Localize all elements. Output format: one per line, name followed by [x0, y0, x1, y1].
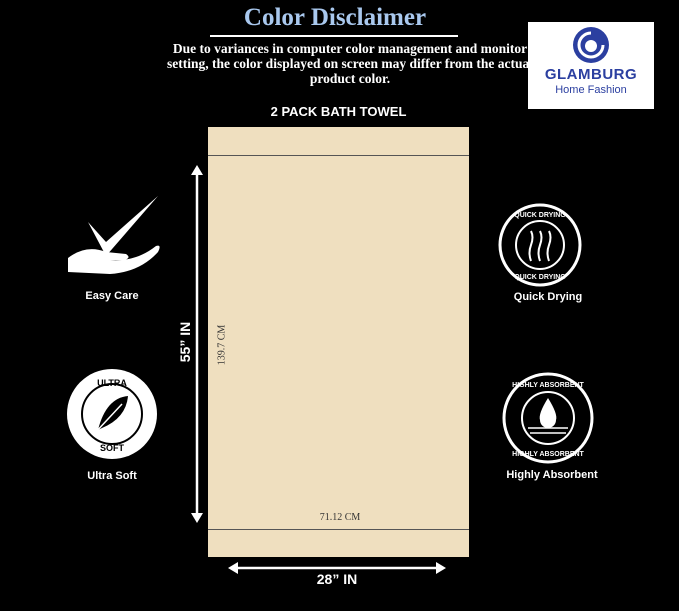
brand-logo: GLAMBURG Home Fashion	[528, 22, 654, 109]
badge-text-top: HIGHLY ABSORBENT	[512, 382, 584, 389]
title-underline	[210, 35, 458, 37]
badge-text-soft: SOFT	[100, 443, 125, 453]
feature-label-quick-drying: Quick Drying	[513, 291, 583, 303]
width-arrow-icon	[228, 562, 446, 574]
quick-drying-badge-icon: QUICK DRYING QUICK DRYING	[498, 203, 582, 287]
towel-diagram	[208, 127, 469, 557]
badge-text-top: QUICK DRYING	[514, 212, 566, 219]
disclaimer-text: Due to variances in computer color manag…	[166, 41, 534, 86]
feature-label-ultra-soft: Ultra Soft	[87, 470, 137, 482]
feature-label-highly-absorbent: Highly Absorbent	[506, 469, 598, 481]
water-drop-badge-icon: HIGHLY ABSORBENT HIGHLY ABSORBENT	[502, 372, 594, 464]
logo-emblem-icon	[573, 27, 609, 63]
height-cm-label: 139.7 CM	[216, 324, 228, 366]
height-inch-label: 55” IN	[177, 321, 193, 363]
logo-tagline: Home Fashion	[555, 84, 627, 96]
feature-label-easy-care: Easy Care	[85, 290, 139, 302]
width-inch-label: 28” IN	[316, 571, 358, 587]
height-arrow-icon	[191, 165, 203, 523]
towel-hem-top	[208, 155, 469, 156]
product-title: 2 PACK BATH TOWEL	[270, 104, 407, 119]
width-cm-label: 71.12 CM	[319, 512, 361, 523]
hand-check-icon	[68, 196, 160, 274]
badge-text-ultra: ULTRA	[97, 378, 127, 388]
logo-brand: GLAMBURG	[544, 66, 638, 83]
feather-badge-icon: ULTRA SOFT	[67, 369, 157, 459]
badge-text-bottom: QUICK DRYING	[514, 274, 566, 281]
page-title: Color Disclaimer	[243, 4, 427, 31]
towel-hem-bottom	[208, 529, 469, 530]
badge-text-bottom: HIGHLY ABSORBENT	[512, 451, 584, 458]
